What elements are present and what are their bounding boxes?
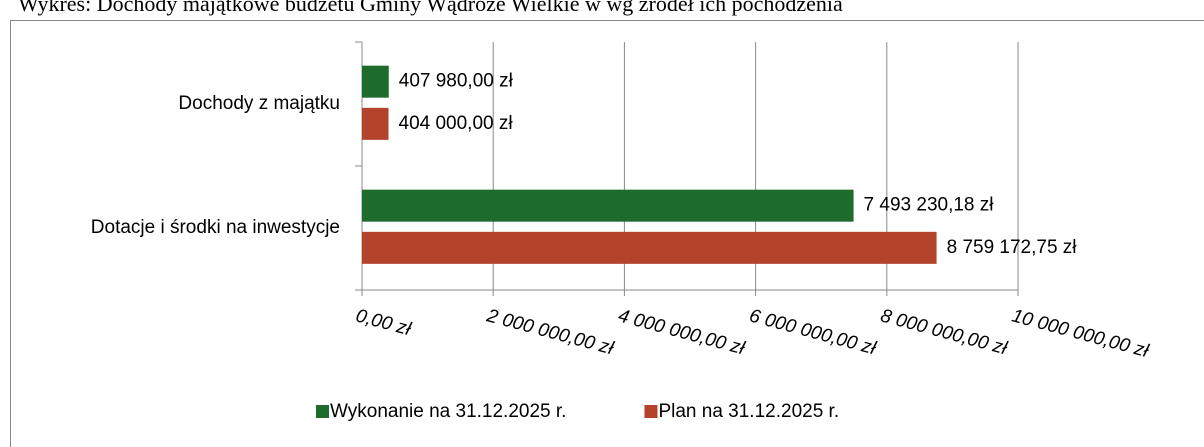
bar [362,65,389,98]
legend-swatch [316,405,329,418]
legend-label: Wykonanie na 31.12.2025 r. [330,401,566,422]
value-label: 407 980,00 zł [399,71,514,92]
bar [362,189,854,222]
x-tick-label: 6 000 000,00 zł [747,305,879,359]
x-tick-label: 4 000 000,00 zł [616,305,748,359]
chart-title: Wykres: Dochody majątkowe budżetu Gminy … [18,0,843,16]
legend-swatch [644,405,658,418]
x-tick-label: 0,00 zł [353,305,413,340]
bar [362,231,937,264]
y-tick-label: Dotacje i środki na inwestycje [91,217,340,238]
x-tick-label: 10 000 000,00 zł [1009,305,1151,362]
x-tick-label: 8 000 000,00 zł [878,305,1010,359]
value-label: 404 000,00 zł [399,113,514,134]
legend-label: Plan na 31.12.2025 r. [658,401,839,422]
bar [362,107,389,140]
value-label: 7 493 230,18 zł [864,195,995,216]
value-label: 8 759 172,75 zł [947,237,1078,258]
chart-border [10,20,1204,447]
x-tick-label: 2 000 000,00 zł [484,305,617,359]
y-tick-label: Dochody z majątku [178,93,340,114]
